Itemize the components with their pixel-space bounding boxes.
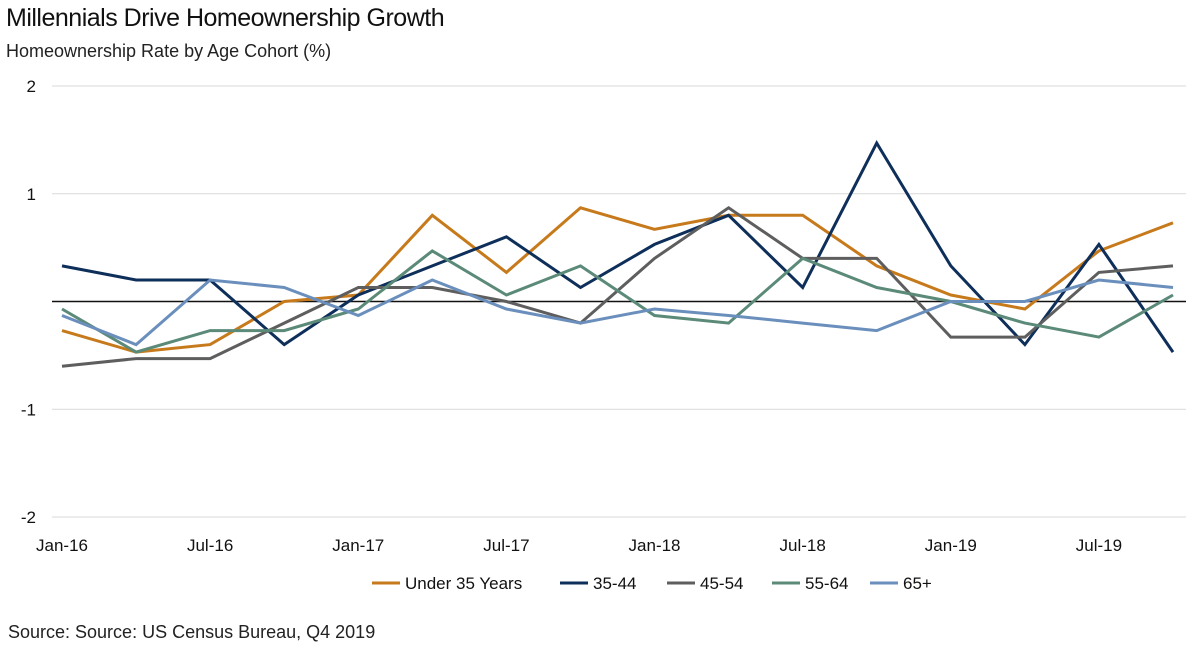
series-lines (61, 140, 1175, 368)
x-tick-label: Jul-19 (1076, 536, 1122, 555)
y-tick-label: -2 (21, 508, 36, 527)
legend-label: 55-64 (805, 574, 848, 593)
chart-title: Millennials Drive Homeownership Growth (6, 4, 445, 32)
legend-label: 35-44 (593, 574, 636, 593)
series-line-3 (61, 205, 1174, 368)
x-tick-label: Jul-16 (187, 536, 233, 555)
chart-source: Source: Source: US Census Bureau, Q4 201… (8, 622, 376, 642)
x-tick-label: Jan-17 (332, 536, 384, 555)
x-tick-label: Jan-16 (36, 536, 88, 555)
y-tick-label: -1 (21, 400, 36, 419)
x-tick-label: Jul-18 (780, 536, 826, 555)
legend-label: 65+ (903, 574, 932, 593)
legend-label: Under 35 Years (405, 574, 522, 593)
legend-label: 45-54 (700, 574, 743, 593)
legend: Under 35 Years 35-44 45-54 55-64 65+ (372, 574, 932, 593)
x-tick-label: Jan-19 (925, 536, 977, 555)
y-tick-label: 2 (27, 77, 36, 96)
x-axis-labels: Jan-16 Jul-16 Jan-17 Jul-17 Jan-18 Jul-18 Jan-… (36, 536, 1122, 555)
chart-subtitle: Homeownership Rate by Age Cohort (%) (6, 41, 332, 61)
y-axis-labels: 2 1 -1 -2 (21, 77, 36, 527)
y-tick-label: 1 (27, 185, 36, 204)
x-tick-label: Jul-17 (483, 536, 529, 555)
series-line-2 (61, 140, 1175, 353)
series-line-5 (61, 278, 1174, 347)
x-tick-label: Jan-18 (629, 536, 681, 555)
series-line-4 (61, 249, 1174, 354)
